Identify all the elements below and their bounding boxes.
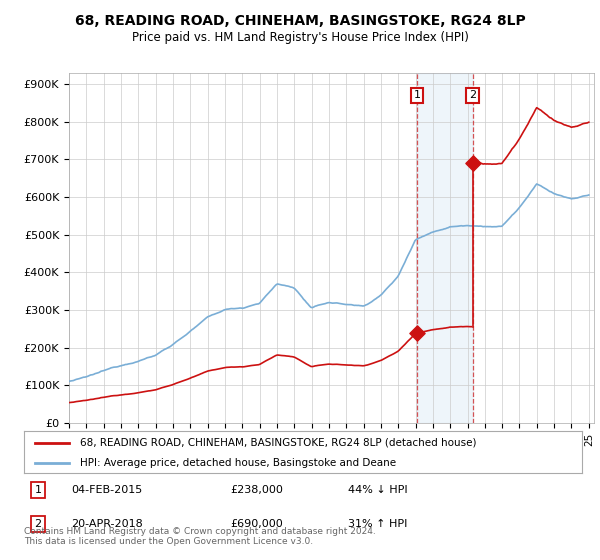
Text: £238,000: £238,000	[230, 485, 283, 495]
Text: 68, READING ROAD, CHINEHAM, BASINGSTOKE, RG24 8LP: 68, READING ROAD, CHINEHAM, BASINGSTOKE,…	[74, 14, 526, 28]
Text: 68, READING ROAD, CHINEHAM, BASINGSTOKE, RG24 8LP (detached house): 68, READING ROAD, CHINEHAM, BASINGSTOKE,…	[80, 438, 476, 448]
Text: HPI: Average price, detached house, Basingstoke and Deane: HPI: Average price, detached house, Basi…	[80, 458, 396, 468]
Text: 31% ↑ HPI: 31% ↑ HPI	[347, 519, 407, 529]
Text: 04-FEB-2015: 04-FEB-2015	[71, 485, 143, 495]
Bar	[417, 73, 473, 423]
Text: 2: 2	[34, 519, 41, 529]
Text: 1: 1	[34, 485, 41, 495]
Text: Contains HM Land Registry data © Crown copyright and database right 2024.
This d: Contains HM Land Registry data © Crown c…	[24, 526, 376, 546]
Text: 44% ↓ HPI: 44% ↓ HPI	[347, 485, 407, 495]
Text: 2: 2	[469, 90, 476, 100]
Point	[468, 158, 478, 167]
Text: 1: 1	[413, 90, 421, 100]
Text: Price paid vs. HM Land Registry's House Price Index (HPI): Price paid vs. HM Land Registry's House …	[131, 31, 469, 44]
Text: 20-APR-2018: 20-APR-2018	[71, 519, 143, 529]
Point	[412, 329, 422, 338]
Text: £690,000: £690,000	[230, 519, 283, 529]
